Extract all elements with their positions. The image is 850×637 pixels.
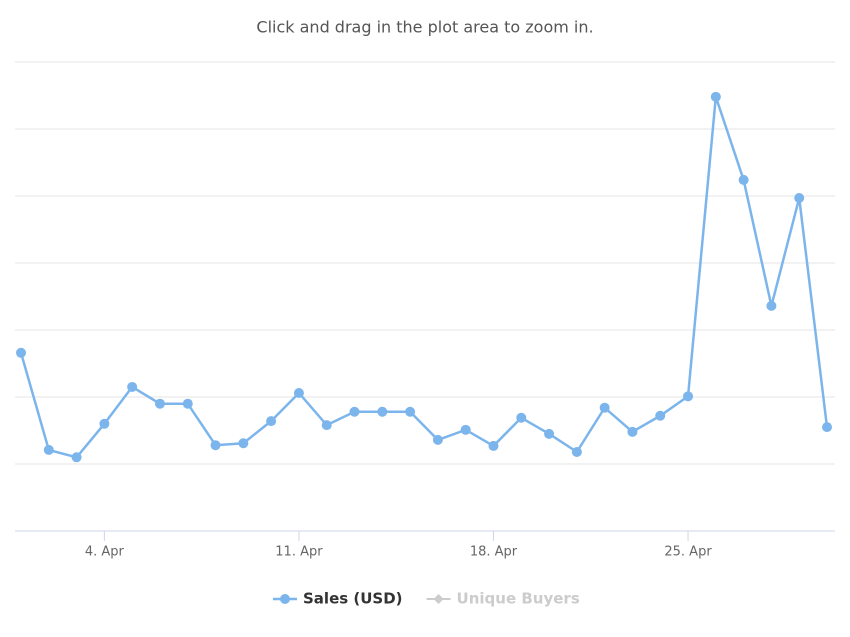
data-point	[794, 193, 805, 204]
data-point	[766, 300, 777, 311]
data-point	[516, 412, 527, 423]
data-point	[154, 398, 165, 409]
data-point	[544, 428, 555, 439]
legend-symbol	[433, 594, 444, 604]
data-point	[43, 444, 54, 455]
data-point	[293, 387, 304, 398]
data-point	[627, 426, 638, 437]
data-point	[210, 440, 221, 451]
data-point	[238, 438, 249, 449]
chart-subtitle: Click and drag in the plot area to zoom …	[256, 18, 593, 37]
series-line	[19, 96, 829, 459]
data-point	[488, 440, 499, 451]
legend-item[interactable]: Sales (USD)	[303, 590, 403, 608]
data-point	[738, 174, 749, 185]
x-tick-label: 4. Apr	[85, 545, 125, 560]
x-tick-label: 25. Apr	[664, 545, 712, 560]
data-point	[71, 452, 82, 463]
data-point	[377, 406, 388, 417]
x-tick-label: 11. Apr	[275, 545, 323, 560]
data-point	[99, 418, 110, 429]
data-point	[599, 402, 610, 413]
data-point	[405, 406, 416, 417]
x-tick-label: 18. Apr	[470, 545, 518, 560]
data-point	[266, 416, 277, 427]
legend-item[interactable]: Unique Buyers	[457, 590, 580, 608]
data-point	[182, 398, 193, 409]
data-point	[460, 424, 471, 435]
data-point	[655, 410, 666, 421]
data-point	[683, 391, 694, 402]
data-point	[16, 347, 26, 358]
data-point	[432, 434, 443, 445]
data-point	[321, 420, 332, 431]
data-point	[822, 422, 832, 433]
data-point	[571, 446, 582, 457]
data-point	[710, 91, 721, 102]
data-point	[349, 406, 360, 417]
data-point	[127, 381, 138, 392]
legend-symbol	[280, 594, 290, 604]
